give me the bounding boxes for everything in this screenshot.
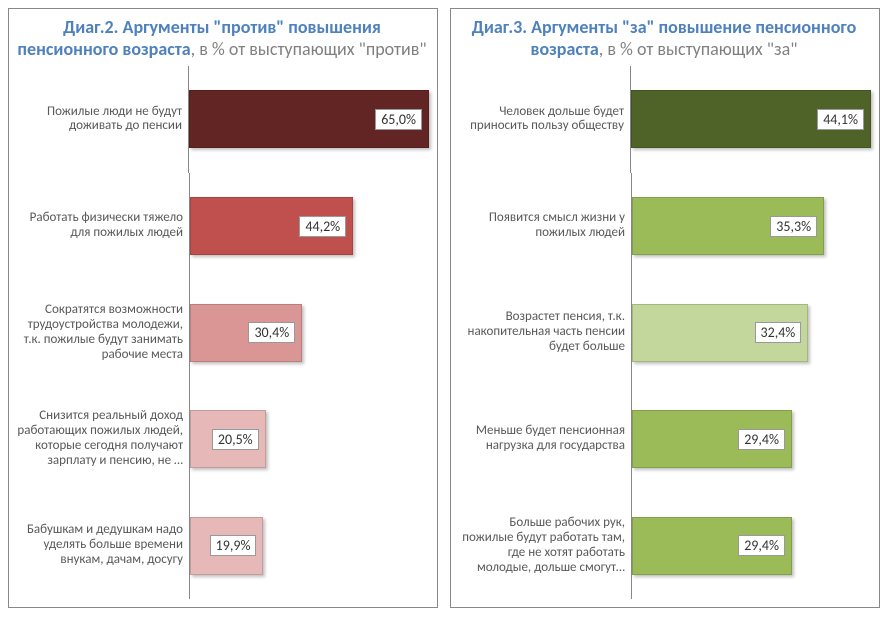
panel-against: Диаг.2. Аргументы "против" повышения пен… [8,8,438,608]
bar: 32,4% [632,304,808,362]
bar-area: 32,4% [631,279,871,386]
bar-label: Сократятся возможности трудоустройства м… [15,303,189,363]
bar: 30,4% [190,304,302,362]
bar-value: 44,2% [299,216,346,237]
bar-row: Больше рабочих рук, пожилые будут работа… [457,492,871,599]
panel-for-chart: Человек дольше будет приносить пользу об… [457,66,871,599]
bar-label: Больше рабочих рук, пожилые будут работа… [457,516,631,576]
bar-area: 20,5% [189,386,429,493]
bar-label: Работать физически тяжело для пожилых лю… [15,211,189,241]
bar-value: 32,4% [755,322,802,343]
bar-value: 19,9% [210,535,257,556]
bar-label: Появится смысл жизни у пожилых людей [457,211,631,241]
bar: 44,1% [631,90,871,148]
bar-value: 29,4% [738,429,785,450]
bar-label: Снизится реальный доход работающих пожил… [15,409,189,469]
bar-row: Появится смысл жизни у пожилых людей 35,… [457,173,871,280]
bar-label: Бабушкам и дедушкам надо уделять больше … [15,523,189,568]
bar-row: Возрастет пенсия, т.к. накопительная час… [457,279,871,386]
bar-area: 65,0% [188,66,429,173]
bar: 29,4% [632,410,792,468]
bar-row: Снизится реальный доход работающих пожил… [15,386,429,493]
bar-area: 35,3% [631,173,871,280]
bar-row: Человек дольше будет приносить пользу об… [457,66,871,173]
bar: 35,3% [632,197,824,255]
panel-for-title: Диаг.3. Аргументы "за" повышение пенсион… [457,17,871,60]
bar: 65,0% [189,90,429,148]
bar-value: 65,0% [375,109,422,130]
bar-row: Работать физически тяжело для пожилых лю… [15,173,429,280]
bar-row: Пожилые люди не будут доживать до пенсии… [15,66,429,173]
bar-value: 20,5% [212,429,259,450]
panel-for: Диаг.3. Аргументы "за" повышение пенсион… [450,8,880,608]
bar-value: 29,4% [738,535,785,556]
bar-label: Пожилые люди не будут доживать до пенсии [15,105,188,135]
bar-value: 44,1% [817,109,864,130]
bar-row: Меньше будет пенсионная нагрузка для гос… [457,386,871,493]
bar: 44,2% [190,197,353,255]
bar-area: 29,4% [631,492,871,599]
panel-against-title: Диаг.2. Аргументы "против" повышения пен… [15,17,429,60]
panels-container: Диаг.2. Аргументы "против" повышения пен… [8,8,885,608]
bar-row: Сократятся возможности трудоустройства м… [15,279,429,386]
bar-label: Меньше будет пенсионная нагрузка для гос… [457,424,631,454]
bar-label: Человек дольше будет приносить пользу об… [457,105,630,135]
bar: 19,9% [190,517,263,575]
bar-area: 44,2% [189,173,429,280]
bar-area: 19,9% [189,492,429,599]
bar-area: 44,1% [630,66,871,173]
bar-area: 29,4% [631,386,871,493]
bar: 20,5% [190,410,266,468]
panel-against-chart: Пожилые люди не будут доживать до пенсии… [15,66,429,599]
bar-row: Бабушкам и дедушкам надо уделять больше … [15,492,429,599]
bar-value: 30,4% [248,322,295,343]
panel-against-title-suffix: , в % от выступающих "против" [191,38,427,60]
bar: 29,4% [632,517,792,575]
bar-value: 35,3% [770,216,817,237]
bar-area: 30,4% [189,279,429,386]
bar-label: Возрастет пенсия, т.к. накопительная час… [457,310,631,355]
panel-for-title-suffix: , в % от выступающих "за" [599,38,798,60]
